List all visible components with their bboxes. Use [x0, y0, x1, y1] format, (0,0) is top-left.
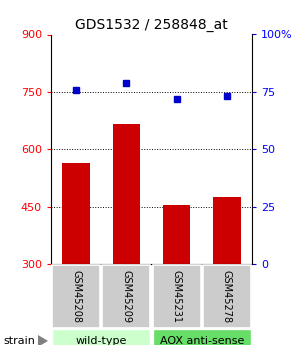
Text: GSM45231: GSM45231: [172, 270, 182, 323]
Text: GSM45209: GSM45209: [122, 270, 131, 323]
Text: AOX anti-sense: AOX anti-sense: [160, 336, 244, 345]
Bar: [112, 124, 140, 264]
Bar: [102, 265, 151, 328]
Text: strain: strain: [3, 336, 35, 345]
Bar: [163, 205, 190, 264]
Text: wild-type: wild-type: [76, 336, 127, 345]
Bar: [62, 162, 90, 264]
Bar: [152, 329, 251, 345]
Title: GDS1532 / 258848_at: GDS1532 / 258848_at: [75, 18, 228, 32]
Bar: [213, 197, 241, 264]
Bar: [203, 265, 251, 328]
Bar: [52, 329, 151, 345]
Bar: [152, 265, 201, 328]
Text: GSM45208: GSM45208: [71, 270, 81, 323]
Bar: [52, 265, 100, 328]
Text: GSM45278: GSM45278: [222, 270, 232, 323]
Polygon shape: [38, 335, 48, 345]
